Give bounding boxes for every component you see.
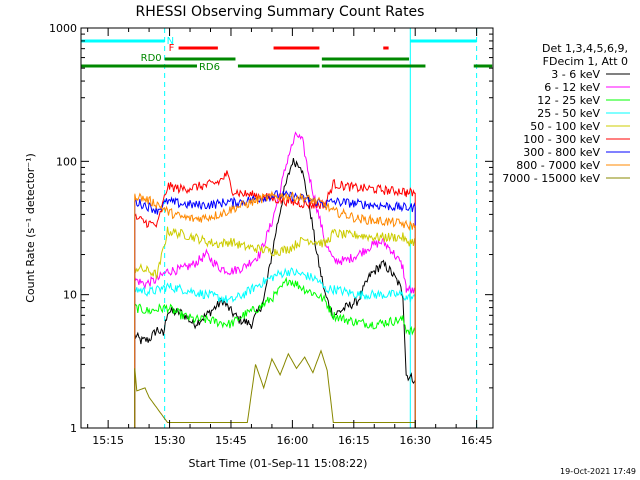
- x-tick-label: 15:30: [154, 434, 186, 447]
- legend-label-7000-15000-kev: 7000 - 15000 keV: [502, 172, 600, 185]
- flag-label-f: F: [169, 43, 175, 54]
- x-tick-label: 15:45: [215, 434, 247, 447]
- legend-label-12-25-kev: 12 - 25 keV: [537, 94, 600, 107]
- chart-title: RHESSI Observing Summary Count Rates: [136, 4, 425, 20]
- legend-label-50-100-kev: 50 - 100 keV: [530, 120, 600, 133]
- legend-header-line-2: FDecim 1, Att 0: [543, 55, 628, 68]
- x-tick-label: 16:45: [461, 434, 493, 447]
- legend: Det 1,3,4,5,6,9, FDecim 1, Att 0 3 - 6 k…: [502, 42, 630, 185]
- x-tick-label: 16:30: [399, 434, 431, 447]
- legend-label-6-12-kev: 6 - 12 keV: [544, 81, 600, 94]
- flag-label-rd6: RD6: [199, 62, 220, 73]
- legend-label-3-6-kev: 3 - 6 keV: [551, 68, 600, 81]
- series-line-3-6-kev: [134, 158, 416, 385]
- y-axis-label: Count Rate (s⁻¹ detector⁻¹): [24, 153, 37, 303]
- x-tick-label: 15:15: [92, 434, 124, 447]
- axes: 1 10 100 1000 15:15 15:30 15:45 16:00 16:15 16:30…: [49, 22, 494, 447]
- y-tick-label: 1000: [49, 22, 77, 35]
- x-tick-label: 16:15: [338, 434, 370, 447]
- legend-label-800-7000-kev: 800 - 7000 keV: [516, 159, 600, 172]
- flag-label-rd0: RD0: [141, 53, 162, 64]
- y-tick-label: 100: [56, 155, 77, 168]
- series-line-7000-15000-kev: [134, 349, 416, 423]
- legend-header-line-1: Det 1,3,4,5,6,9,: [542, 42, 628, 55]
- flag-label-n: N: [167, 36, 174, 47]
- legend-label-300-800-kev: 300 - 800 keV: [523, 146, 600, 159]
- x-tick-label: 16:00: [277, 434, 309, 447]
- plot-area: [134, 28, 478, 428]
- y-tick-label: 10: [63, 289, 77, 302]
- x-axis-label: Start Time (01-Sep-11 15:08:22): [189, 457, 368, 470]
- flag-bars: NF RD0 RD6: [81, 36, 493, 73]
- series-line-100-300-kev: [134, 170, 416, 229]
- series-line-50-100-kev: [134, 226, 416, 279]
- series-line-25-50-kev: [134, 267, 416, 304]
- series-line-12-25-kev: [134, 276, 416, 336]
- plot-frame: [80, 27, 494, 429]
- series-line-6-12-kev: [134, 131, 416, 294]
- series-line-300-800-kev: [134, 190, 416, 215]
- series-line-800-7000-kev: [134, 190, 416, 231]
- legend-label-100-300-kev: 100 - 300 keV: [523, 133, 600, 146]
- y-tick-label: 1: [70, 422, 77, 435]
- legend-label-25-50-kev: 25 - 50 keV: [537, 107, 600, 120]
- timestamp: 19-Oct-2021 17:49: [560, 467, 636, 476]
